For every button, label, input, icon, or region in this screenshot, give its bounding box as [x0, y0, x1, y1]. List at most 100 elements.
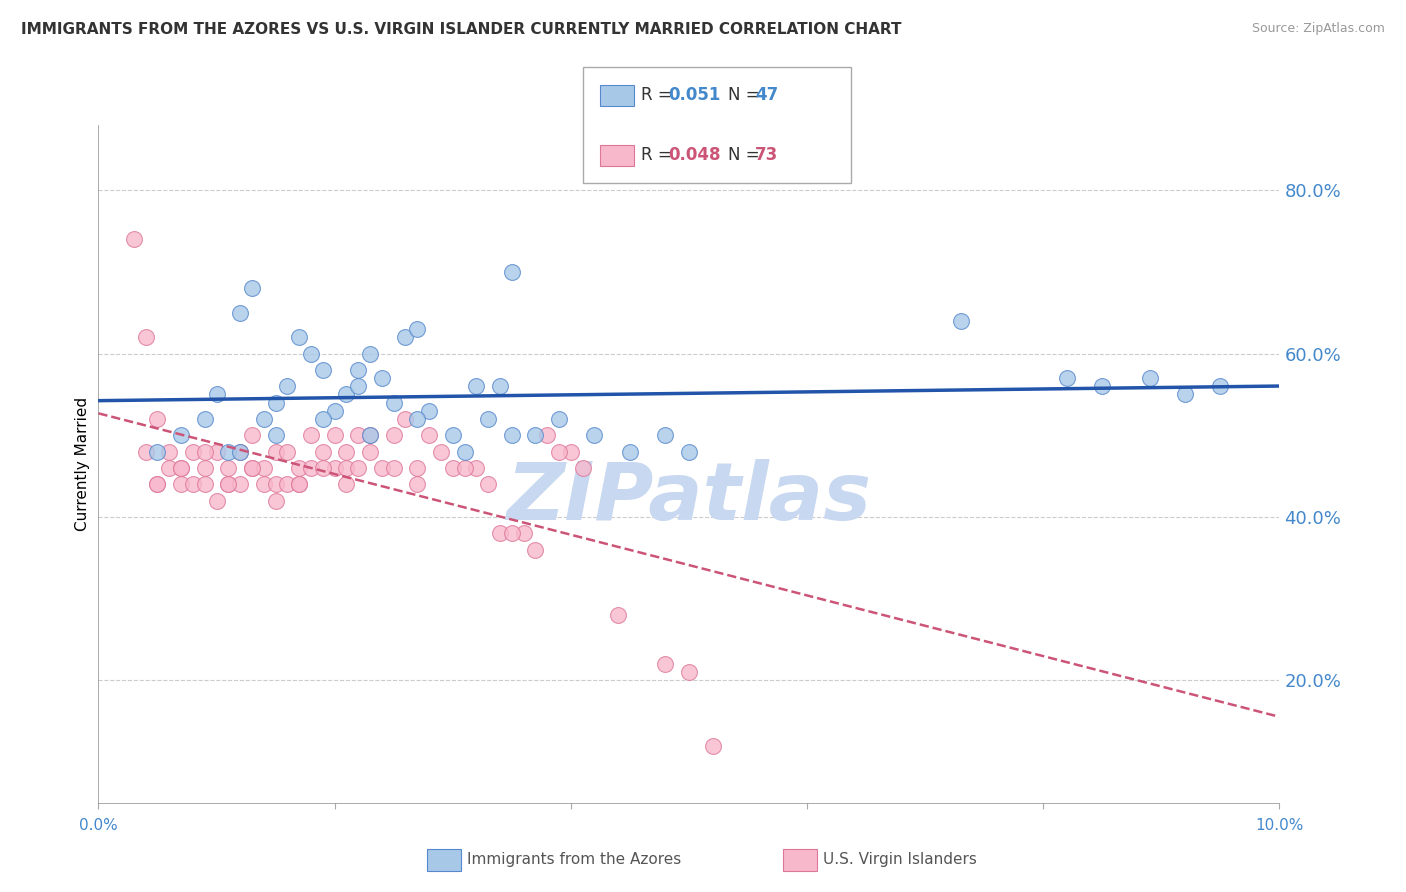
Point [135, 330, 157, 344]
Point [347, 461, 370, 475]
Point [240, 428, 263, 442]
Point [406, 322, 429, 336]
Point [441, 428, 464, 442]
Point [264, 428, 287, 442]
Point [240, 281, 263, 295]
Point [312, 412, 335, 426]
Point [217, 477, 239, 491]
Point [359, 428, 381, 442]
Point [702, 739, 724, 753]
Point [276, 477, 298, 491]
Point [299, 346, 322, 360]
Point [205, 493, 228, 508]
Point [194, 412, 217, 426]
Point [229, 477, 252, 491]
Point [194, 461, 217, 475]
Text: Immigrants from the Azores: Immigrants from the Azores [467, 853, 681, 867]
Point [524, 542, 547, 557]
Point [146, 444, 169, 458]
Point [264, 477, 287, 491]
Point [299, 461, 322, 475]
Point [312, 444, 335, 458]
Point [382, 428, 405, 442]
Point [501, 265, 523, 279]
Point [253, 477, 276, 491]
Point [406, 412, 429, 426]
Point [194, 477, 217, 491]
Point [406, 461, 429, 475]
Point [453, 461, 475, 475]
Point [276, 444, 298, 458]
Point [536, 428, 558, 442]
Point [371, 461, 394, 475]
Point [170, 477, 193, 491]
Text: 47: 47 [755, 87, 779, 104]
Point [264, 493, 287, 508]
Point [465, 461, 488, 475]
Point [288, 330, 311, 344]
Point [477, 477, 499, 491]
Point [678, 444, 700, 458]
Text: ZIPatlas: ZIPatlas [506, 458, 872, 537]
Point [359, 346, 381, 360]
Point [371, 371, 394, 385]
Y-axis label: Currently Married: Currently Married [75, 397, 90, 531]
Point [205, 387, 228, 401]
Point [229, 444, 252, 458]
Point [418, 403, 440, 417]
Point [288, 477, 311, 491]
Point [181, 444, 204, 458]
Point [264, 444, 287, 458]
Point [253, 461, 276, 475]
Point [394, 412, 416, 426]
Point [524, 428, 547, 442]
Point [299, 428, 322, 442]
Point [335, 444, 357, 458]
Point [949, 314, 972, 328]
Point [323, 461, 346, 475]
Point [583, 428, 606, 442]
Point [359, 444, 381, 458]
Point [1056, 371, 1078, 385]
Text: 0.048: 0.048 [668, 146, 720, 164]
Point [229, 306, 252, 320]
Point [335, 387, 357, 401]
Point [217, 444, 239, 458]
Point [382, 395, 405, 409]
Point [382, 461, 405, 475]
Point [465, 379, 488, 393]
Point [1174, 387, 1197, 401]
Point [217, 477, 239, 491]
Point [501, 526, 523, 541]
Point [619, 444, 641, 458]
Text: 10.0%: 10.0% [1256, 818, 1303, 832]
Point [205, 444, 228, 458]
Point [347, 428, 370, 442]
Point [1091, 379, 1114, 393]
Point [512, 526, 534, 541]
Point [347, 363, 370, 377]
Point [240, 461, 263, 475]
Text: N =: N = [728, 146, 765, 164]
Point [654, 657, 676, 671]
Point [548, 412, 571, 426]
Point [217, 461, 239, 475]
Point [418, 428, 440, 442]
Point [157, 444, 180, 458]
Point [312, 363, 335, 377]
Text: 0.051: 0.051 [668, 87, 720, 104]
Point [1209, 379, 1232, 393]
Point [122, 232, 145, 246]
Point [347, 379, 370, 393]
Point [288, 477, 311, 491]
Text: Source: ZipAtlas.com: Source: ZipAtlas.com [1251, 22, 1385, 36]
Point [146, 477, 169, 491]
Point [157, 461, 180, 475]
Point [607, 607, 630, 622]
Point [312, 461, 335, 475]
Point [1139, 371, 1161, 385]
Point [194, 444, 217, 458]
Point [323, 428, 346, 442]
Point [678, 665, 700, 679]
Point [335, 477, 357, 491]
